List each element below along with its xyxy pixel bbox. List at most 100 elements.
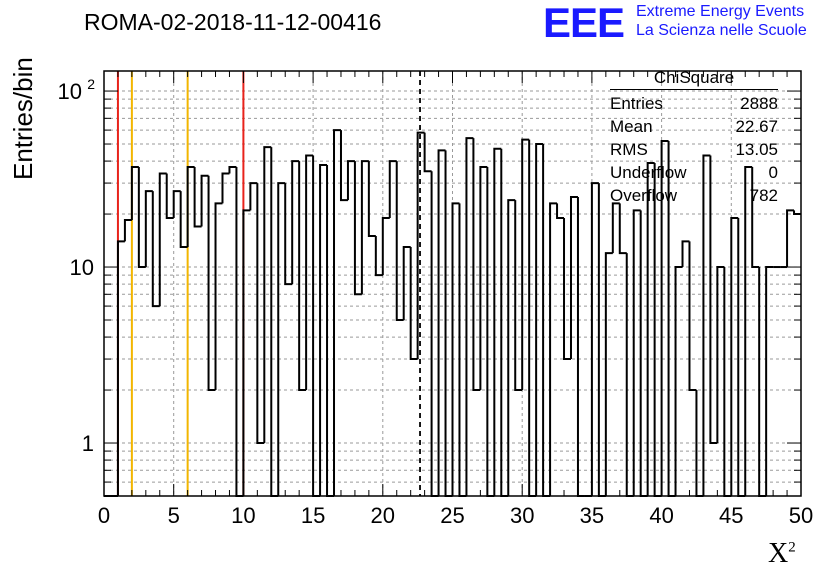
histogram-bin [430,171,439,497]
histogram-bin [514,200,523,392]
histogram-bin [660,140,669,496]
histogram-bin [256,183,265,445]
histogram-bin [681,240,690,268]
histogram-bin [416,131,425,360]
histogram-bin [298,161,307,392]
histogram-bin [688,241,697,392]
x-axis-label: X2 [768,538,796,570]
histogram-bin [339,130,348,202]
histogram-bin [437,149,446,496]
histogram-bin [326,165,335,497]
histogram-bin [590,182,599,496]
histogram-bin [451,202,460,496]
histogram-bin [151,191,160,308]
x-axis-label-base: X [768,538,789,569]
histogram-bin [674,266,683,496]
histogram-bin [333,129,341,496]
histogram-bin [563,217,571,361]
histogram-bin [737,217,746,497]
histogram-bin [639,210,648,497]
histogram-bin [716,266,725,444]
histogram-bin [172,190,181,218]
histogram-bin [444,150,453,497]
stats-row: Overflow 782 [610,184,778,207]
y-axis-label: Entries/bin [8,57,38,180]
x-tick-label: 15 [301,503,325,528]
histogram-bin [758,267,767,497]
histogram-bin [423,132,432,173]
x-tick-label: 20 [371,503,395,528]
histogram-bin [200,174,209,227]
histogram-bin [751,167,760,269]
logo-subtitle-1: Extreme Energy Events [636,3,805,20]
histogram-bin [604,252,613,496]
histogram-bin [130,166,139,221]
histogram-bin [793,210,801,216]
histogram-bin [291,160,300,285]
histogram-bin [353,161,362,296]
y-tick-label: 1 [82,431,94,456]
histogram-bin [249,182,258,211]
histogram-bin [646,162,655,496]
stats-title: ChiSquare [610,68,778,90]
histogram-bin [179,191,188,248]
y-tick-label-sup: 2 [87,76,95,92]
y-tick-label: 10 [58,79,82,104]
stats-label: Underflow [610,163,687,182]
histogram-bin [402,245,411,321]
histogram-bin [346,160,355,201]
histogram-bin [116,240,125,496]
stats-row: Entries 2888 [610,92,778,115]
histogram-bin [556,203,565,219]
histogram-bin [158,172,167,307]
histogram-bin [765,266,774,496]
histogram-bin [374,236,383,277]
reference-lines [116,71,421,496]
histogram-bin [360,160,369,295]
histogram-bin [535,143,544,496]
stats-value: 22.67 [735,117,778,136]
x-tick-label: 10 [231,503,255,528]
histogram-bin [618,203,627,255]
stats-value: 13.05 [735,140,778,159]
histogram-bin [186,166,195,247]
histogram-bin [270,147,279,497]
histogram-bin [569,196,578,360]
histogram-bin [367,161,376,238]
histogram-bin [465,137,474,496]
histogram-bin [458,203,467,497]
histogram-bin [744,166,753,496]
histogram-bin [653,163,662,497]
histogram-bin [137,167,146,269]
histogram-bin [312,155,321,497]
histogram-bin [319,164,328,496]
stats-label: Overflow [610,186,678,205]
y-tick-label: 10 [70,255,94,280]
histogram-bin [479,166,488,391]
histogram-bin [144,190,153,268]
histogram-bin [507,199,516,496]
x-tick-label: 30 [510,503,534,528]
histogram-bin [284,183,293,286]
x-axis-label-sup: 2 [788,539,796,556]
histogram-bin [493,147,502,496]
x-tick-label: 50 [789,503,813,528]
histogram-bin [723,267,732,497]
stats-label: Entries [610,94,663,113]
chart-title: ROMA-02-2018-11-12-00416 [84,9,382,35]
histogram-bin [221,172,230,204]
histogram-bin [611,202,620,254]
histogram-bin [395,161,404,322]
stats-label: Mean [610,117,653,136]
histogram-bin [207,175,216,392]
histogram-bin [123,219,132,242]
histogram-bin [388,160,397,218]
x-tick-label: 40 [649,503,673,528]
logo-subtitle-2: La Scienza nelle Scuole [636,22,807,39]
histogram-bin [242,209,251,496]
histogram-bin [632,209,641,496]
x-tick-label: 0 [98,503,110,528]
histogram-bin [786,209,795,268]
stats-row: Underflow 0 [610,161,778,184]
